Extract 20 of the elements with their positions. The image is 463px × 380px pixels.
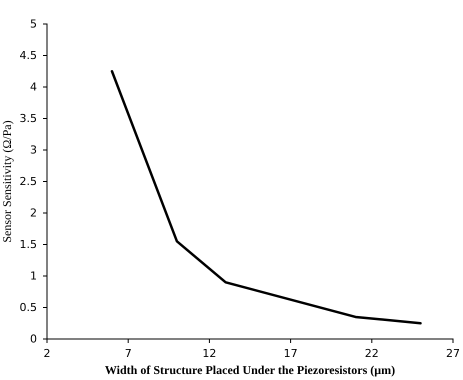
y-tick-label: 4.5 <box>20 49 37 62</box>
y-tick-label: 1 <box>30 270 37 283</box>
x-tick-label: 22 <box>364 346 379 360</box>
y-tick-label: 3.5 <box>20 112 37 126</box>
x-tick-label: 2 <box>44 346 50 360</box>
y-tick-label: 0.5 <box>20 301 37 314</box>
y-tick-label: 5 <box>30 18 37 31</box>
y-axis-title: Sensor Sensitivity (Ω/Pa) <box>0 120 14 243</box>
x-tick-label: 12 <box>202 346 216 360</box>
y-tick-label: 0 <box>30 332 37 346</box>
y-tick-label: 2.5 <box>20 175 37 188</box>
x-tick-label: 7 <box>124 346 132 360</box>
x-tick-label: 17 <box>284 346 298 360</box>
y-tick-label: 3 <box>30 144 37 157</box>
x-axis-title: Width of Structure Placed Under the Piezoresistors (μm) <box>104 363 396 377</box>
line-series <box>110 70 422 324</box>
x-tick-label: 27 <box>446 346 460 360</box>
y-tick-label: 1.5 <box>20 238 37 252</box>
y-tick-label: 2 <box>30 206 37 220</box>
y-tick-label: 4 <box>30 80 37 94</box>
